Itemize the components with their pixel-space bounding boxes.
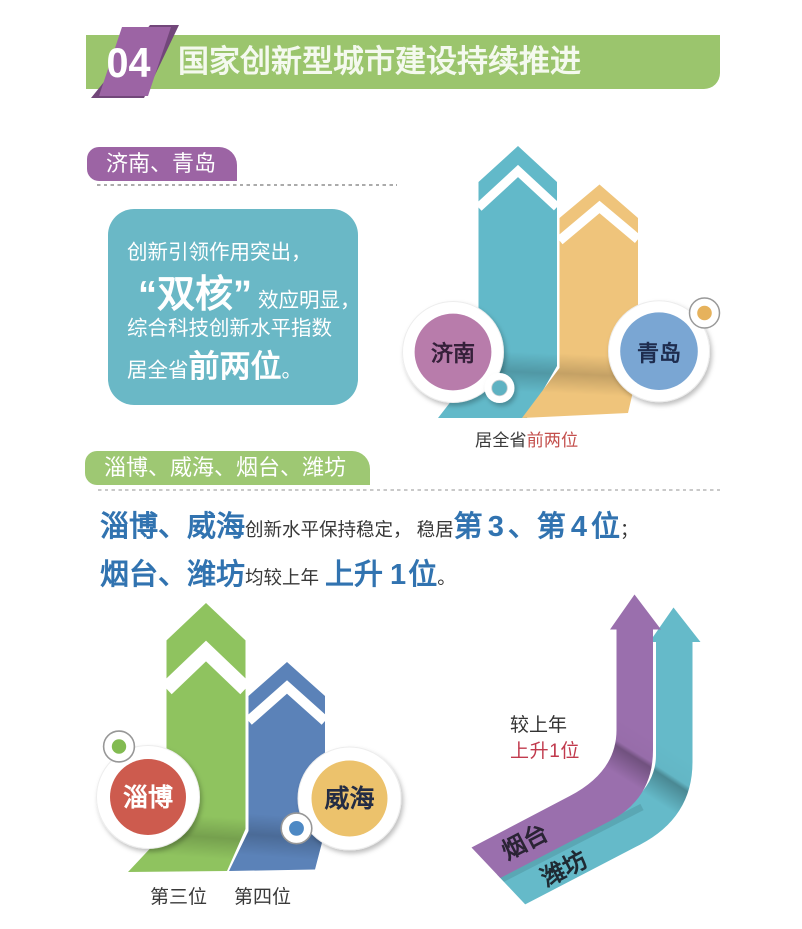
svg-text:淄博: 淄博 — [123, 784, 173, 812]
svg-text:济南: 济南 — [431, 341, 475, 366]
svg-text:青岛: 青岛 — [637, 341, 681, 366]
svg-text:威海: 威海 — [324, 784, 374, 813]
svg-text:04: 04 — [107, 39, 151, 86]
